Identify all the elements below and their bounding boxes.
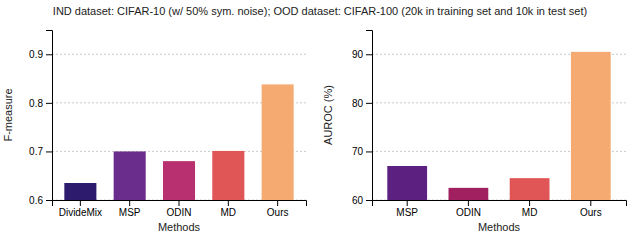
tick-label: ODIN xyxy=(167,207,192,218)
tick: MSP xyxy=(119,200,141,218)
tick-label: 0.7 xyxy=(29,146,43,157)
x-axis: MSP ODIN MD Ours xyxy=(373,200,627,218)
bar xyxy=(571,52,611,200)
y-axis-label: AUROC (%) xyxy=(322,85,334,145)
tick: Ours xyxy=(267,200,289,218)
grid-line xyxy=(52,54,306,55)
tick: 90 xyxy=(352,49,372,60)
tick-label: 90 xyxy=(352,49,364,60)
axis-line xyxy=(53,201,307,207)
tick-mark xyxy=(366,54,372,55)
tick-label: ODIN xyxy=(456,207,481,218)
panel: DivideMix MSP ODIN MD Ours 0.6 0.7 0.8 0.9 Method… xyxy=(2,31,307,238)
y-axis: 60 70 80 90 xyxy=(352,31,373,206)
tick-label: Ours xyxy=(580,207,602,218)
x-axis-label: Methods xyxy=(158,221,201,233)
y-axis: 0.6 0.7 0.8 0.9 xyxy=(29,31,52,206)
bars xyxy=(64,84,293,200)
tick: 0.7 xyxy=(29,146,52,157)
tick-mark xyxy=(46,103,52,104)
tick: 60 xyxy=(352,195,372,206)
tick-mark xyxy=(277,200,278,206)
tick: MD xyxy=(221,200,237,218)
tick-label: MD xyxy=(221,207,237,218)
tick: MSP xyxy=(396,200,418,218)
axis-line xyxy=(366,31,373,201)
bar xyxy=(449,188,489,200)
tick-mark xyxy=(46,151,52,152)
tick-mark xyxy=(590,200,591,206)
tick-label: 60 xyxy=(352,195,364,206)
tick-label: 70 xyxy=(352,146,364,157)
tick-mark xyxy=(529,200,530,206)
axis-line xyxy=(46,31,53,201)
tick-label: Ours xyxy=(267,207,289,218)
bar xyxy=(114,151,146,200)
tick-mark xyxy=(468,200,469,206)
bars xyxy=(387,52,610,200)
tick-label: 0.6 xyxy=(29,195,43,206)
tick-mark xyxy=(80,200,81,206)
tick-mark xyxy=(46,54,52,55)
bar xyxy=(64,183,96,200)
tick-mark xyxy=(366,103,372,104)
tick-label: MSP xyxy=(119,207,141,218)
tick: 80 xyxy=(352,98,372,109)
bar xyxy=(387,166,427,200)
bar xyxy=(163,161,195,200)
tick: Ours xyxy=(580,200,602,218)
tick-mark xyxy=(366,200,372,201)
bar xyxy=(262,84,294,200)
tick-label: MSP xyxy=(396,207,418,218)
tick-label: 0.8 xyxy=(29,98,43,109)
tick: MD xyxy=(522,200,538,218)
tick: ODIN xyxy=(456,200,481,218)
tick: 70 xyxy=(352,146,372,157)
x-axis: DivideMix MSP ODIN MD Ours xyxy=(53,200,307,218)
tick-mark xyxy=(228,200,229,206)
tick-mark xyxy=(129,200,130,206)
bar xyxy=(212,151,244,200)
tick-label: MD xyxy=(522,207,538,218)
tick-mark xyxy=(407,200,408,206)
tick: 0.6 xyxy=(29,195,52,206)
tick-label: 80 xyxy=(352,98,364,109)
tick: 0.9 xyxy=(29,49,52,60)
x-axis-label: Methods xyxy=(478,221,521,233)
title: IND dataset: CIFAR-10 (w/ 50% sym. noise… xyxy=(53,5,587,17)
tick-label: 0.9 xyxy=(29,49,43,60)
chart: IND dataset: CIFAR-10 (w/ 50% sym. noise… xyxy=(0,0,640,238)
tick-label: DivideMix xyxy=(59,207,102,218)
chart-container: IND dataset: CIFAR-10 (w/ 50% sym. noise… xyxy=(0,0,640,238)
bar xyxy=(510,178,550,200)
tick-mark xyxy=(179,200,180,206)
panel: MSP ODIN MD Ours 60 70 80 90 Methods AUROC (%) xyxy=(322,31,627,238)
y-axis-label: F-measure xyxy=(2,88,14,141)
tick: 0.8 xyxy=(29,98,52,109)
tick-mark xyxy=(46,200,52,201)
tick-mark xyxy=(366,151,372,152)
tick: ODIN xyxy=(167,200,192,218)
axis-line xyxy=(373,201,627,207)
tick: DivideMix xyxy=(59,200,102,218)
